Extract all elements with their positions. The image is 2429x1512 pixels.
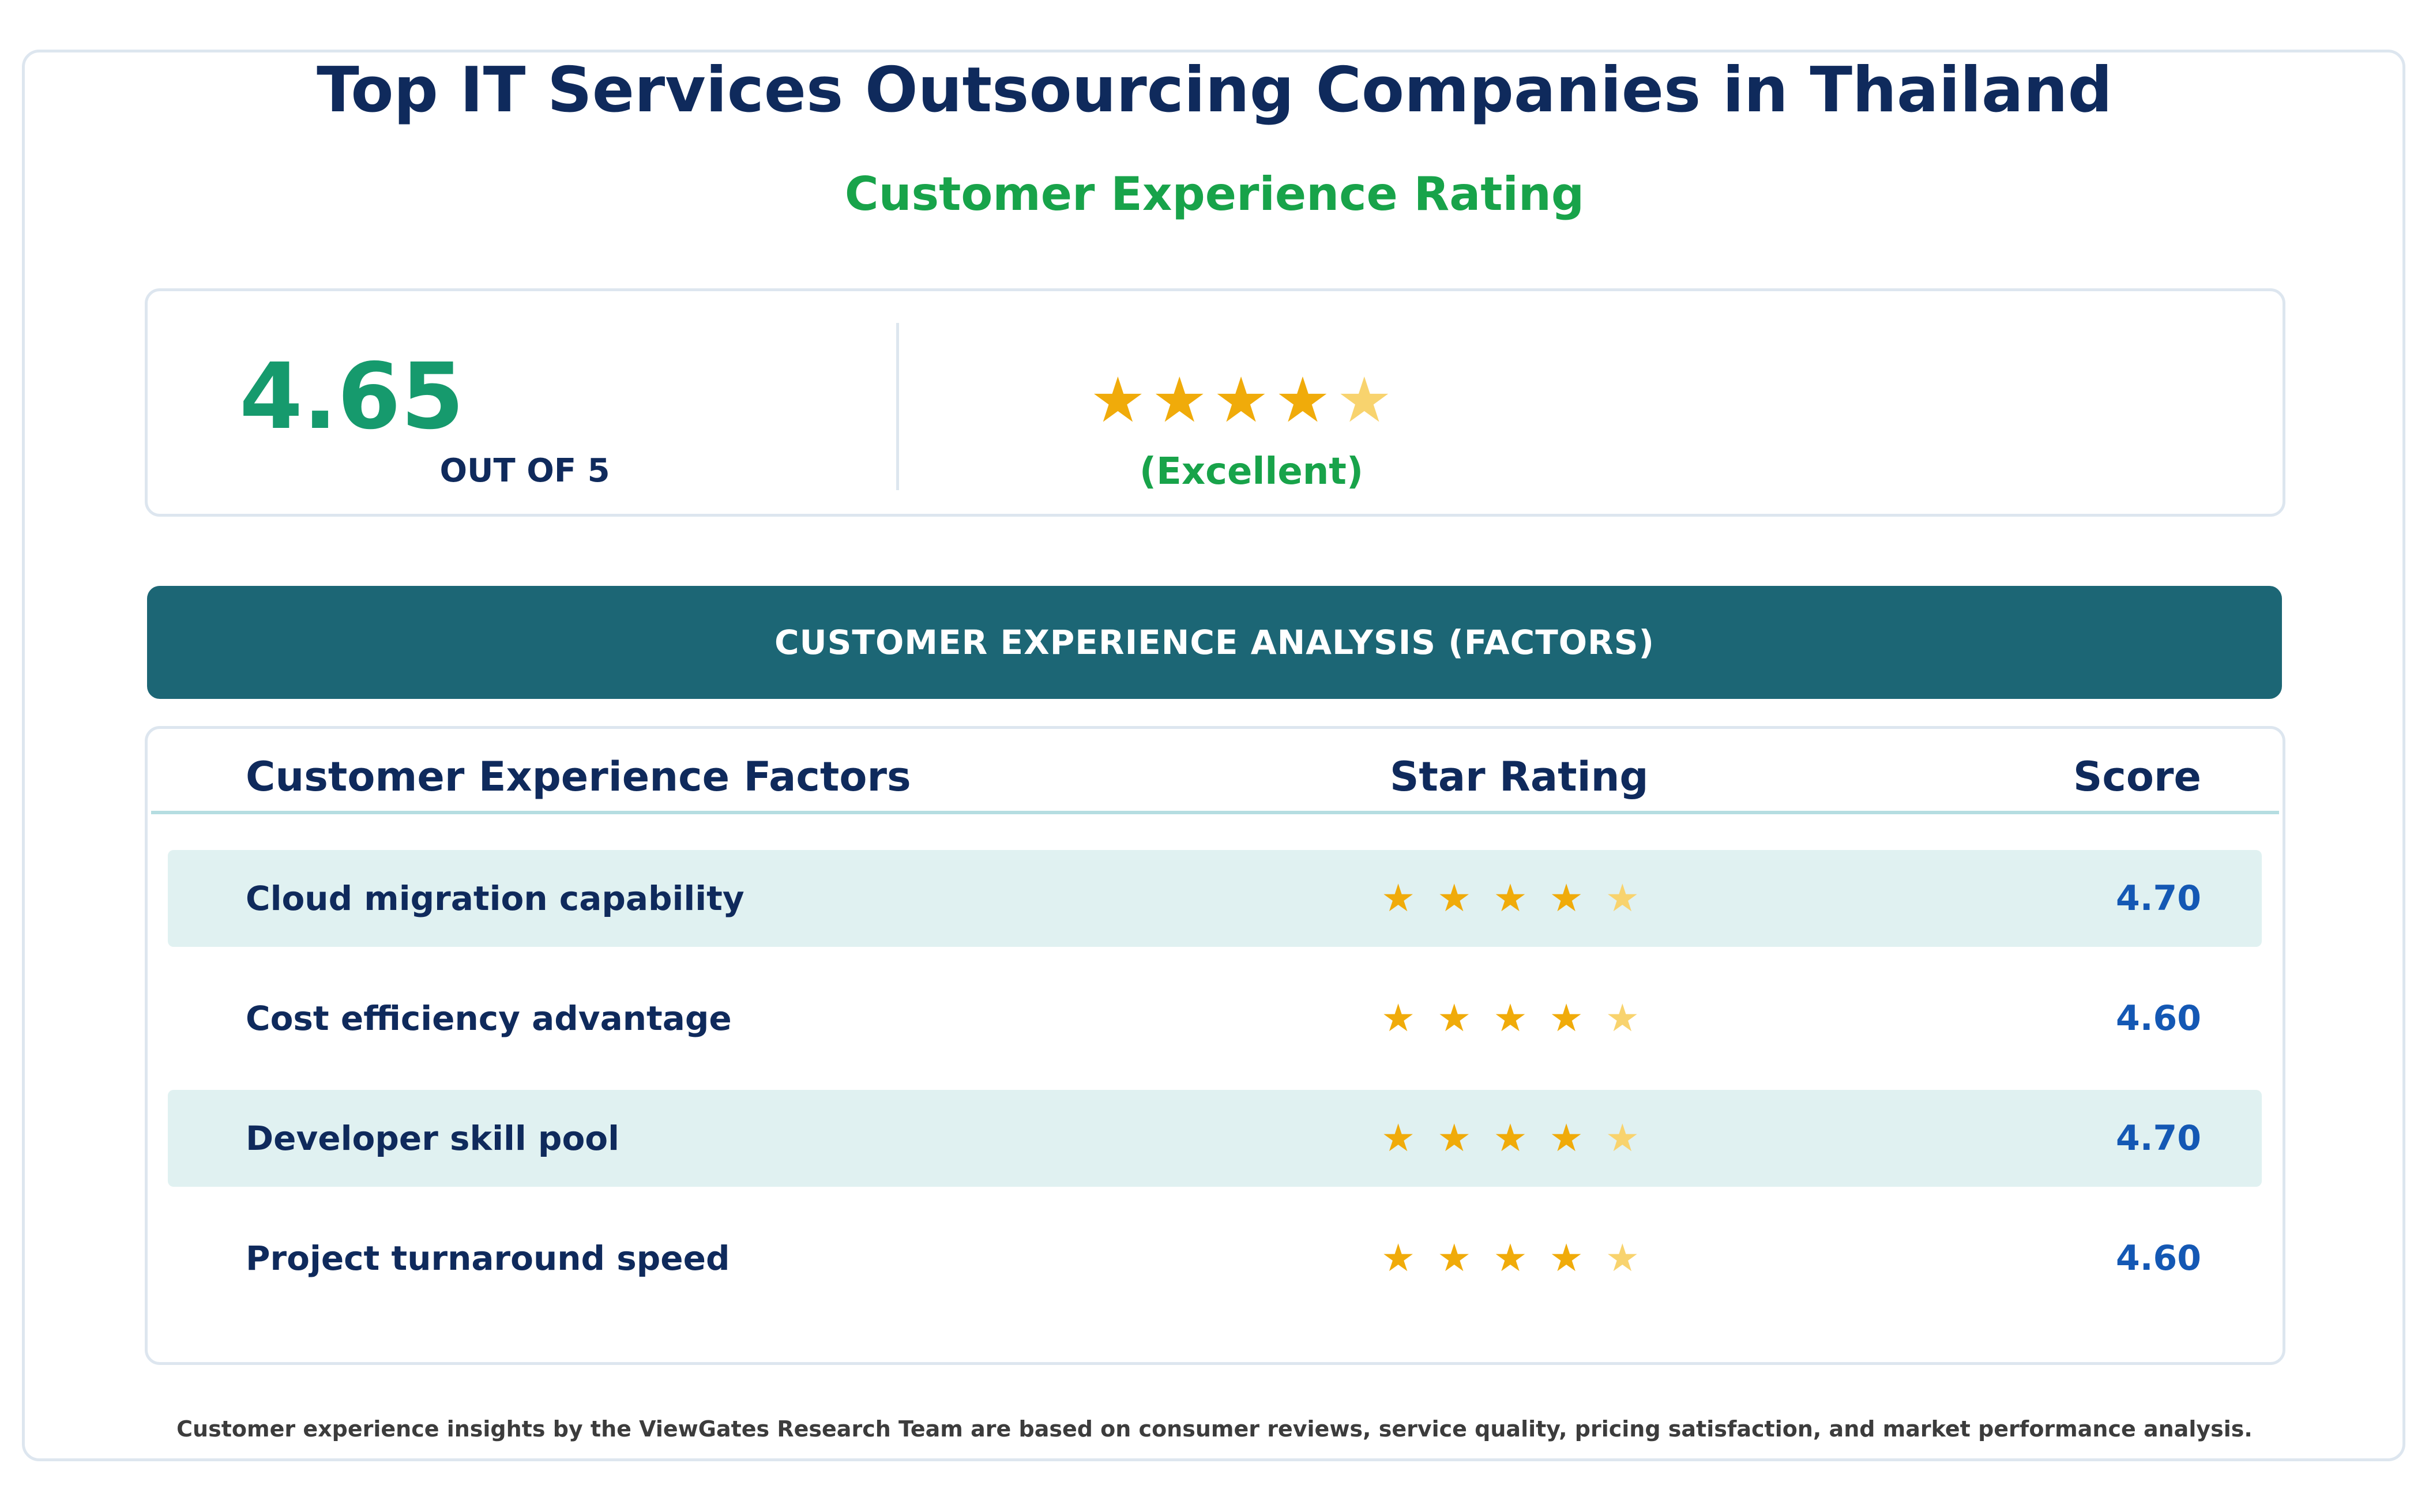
factor-label: Cost efficiency advantage xyxy=(246,999,732,1038)
star-icon: ★ xyxy=(1493,996,1550,1040)
factor-star-rating: ★★★★★ xyxy=(1381,1210,1661,1307)
star-icon: ★ xyxy=(1437,876,1494,920)
summary-panel xyxy=(145,288,2285,517)
factor-star-rating: ★★★★★ xyxy=(1381,850,1661,947)
factors-table xyxy=(145,726,2285,1365)
table-row: Cost efficiency advantage ★★★★★ 4.60 xyxy=(168,970,2262,1067)
factor-star-rating: ★★★★★ xyxy=(1381,1090,1661,1187)
star-icon: ★ xyxy=(1437,1236,1494,1280)
overall-score: 4.65 xyxy=(239,344,464,450)
star-icon: ★ xyxy=(1549,876,1605,920)
factor-score: 4.60 xyxy=(2115,1238,2201,1278)
page-title: Top IT Services Outsourcing Companies in… xyxy=(317,54,2112,126)
star-icon: ★ xyxy=(1549,996,1605,1040)
factor-label: Project turnaround speed xyxy=(246,1239,730,1278)
star-icon: ★ xyxy=(1549,1116,1605,1160)
star-icon: ★ xyxy=(1605,876,1661,920)
table-header-divider xyxy=(151,811,2279,814)
star-icon: ★ xyxy=(1437,1116,1494,1160)
column-header-score: Score xyxy=(2073,753,2201,800)
factor-label: Developer skill pool xyxy=(246,1119,620,1158)
overall-star-rating: ★★★★★ xyxy=(1090,360,1398,441)
star-icon: ★ xyxy=(1213,364,1275,437)
summary-divider xyxy=(896,323,899,490)
star-icon: ★ xyxy=(1381,1236,1438,1280)
star-icon: ★ xyxy=(1381,1116,1438,1160)
table-row: Project turnaround speed ★★★★★ 4.60 xyxy=(168,1210,2262,1307)
factor-score: 4.60 xyxy=(2115,998,2201,1039)
column-header-factors: Customer Experience Factors xyxy=(246,753,911,800)
overall-scale: OUT OF 5 xyxy=(439,452,610,490)
star-icon: ★ xyxy=(1381,876,1438,920)
star-icon: ★ xyxy=(1151,364,1213,437)
table-row: Developer skill pool ★★★★★ 4.70 xyxy=(168,1090,2262,1187)
star-icon: ★ xyxy=(1605,1236,1661,1280)
factor-label: Cloud migration capability xyxy=(246,879,745,918)
overall-rating-label: (Excellent) xyxy=(1139,450,1364,493)
star-icon: ★ xyxy=(1090,364,1152,437)
footer-note: Customer experience insights by the View… xyxy=(176,1416,2253,1442)
column-header-star-rating: Star Rating xyxy=(1390,753,1649,800)
factor-score: 4.70 xyxy=(2115,1118,2201,1159)
star-icon: ★ xyxy=(1605,1116,1661,1160)
star-icon: ★ xyxy=(1274,364,1337,437)
star-icon: ★ xyxy=(1493,1116,1550,1160)
star-icon: ★ xyxy=(1336,364,1398,437)
analysis-banner: CUSTOMER EXPERIENCE ANALYSIS (FACTORS) xyxy=(147,586,2282,699)
factor-score: 4.70 xyxy=(2115,878,2201,919)
star-icon: ★ xyxy=(1549,1236,1605,1280)
star-icon: ★ xyxy=(1381,996,1438,1040)
star-icon: ★ xyxy=(1437,996,1494,1040)
table-row: Cloud migration capability ★★★★★ 4.70 xyxy=(168,850,2262,947)
factor-star-rating: ★★★★★ xyxy=(1381,970,1661,1067)
star-icon: ★ xyxy=(1493,876,1550,920)
star-icon: ★ xyxy=(1605,996,1661,1040)
star-icon: ★ xyxy=(1493,1236,1550,1280)
page-subtitle: Customer Experience Rating xyxy=(844,167,1585,221)
